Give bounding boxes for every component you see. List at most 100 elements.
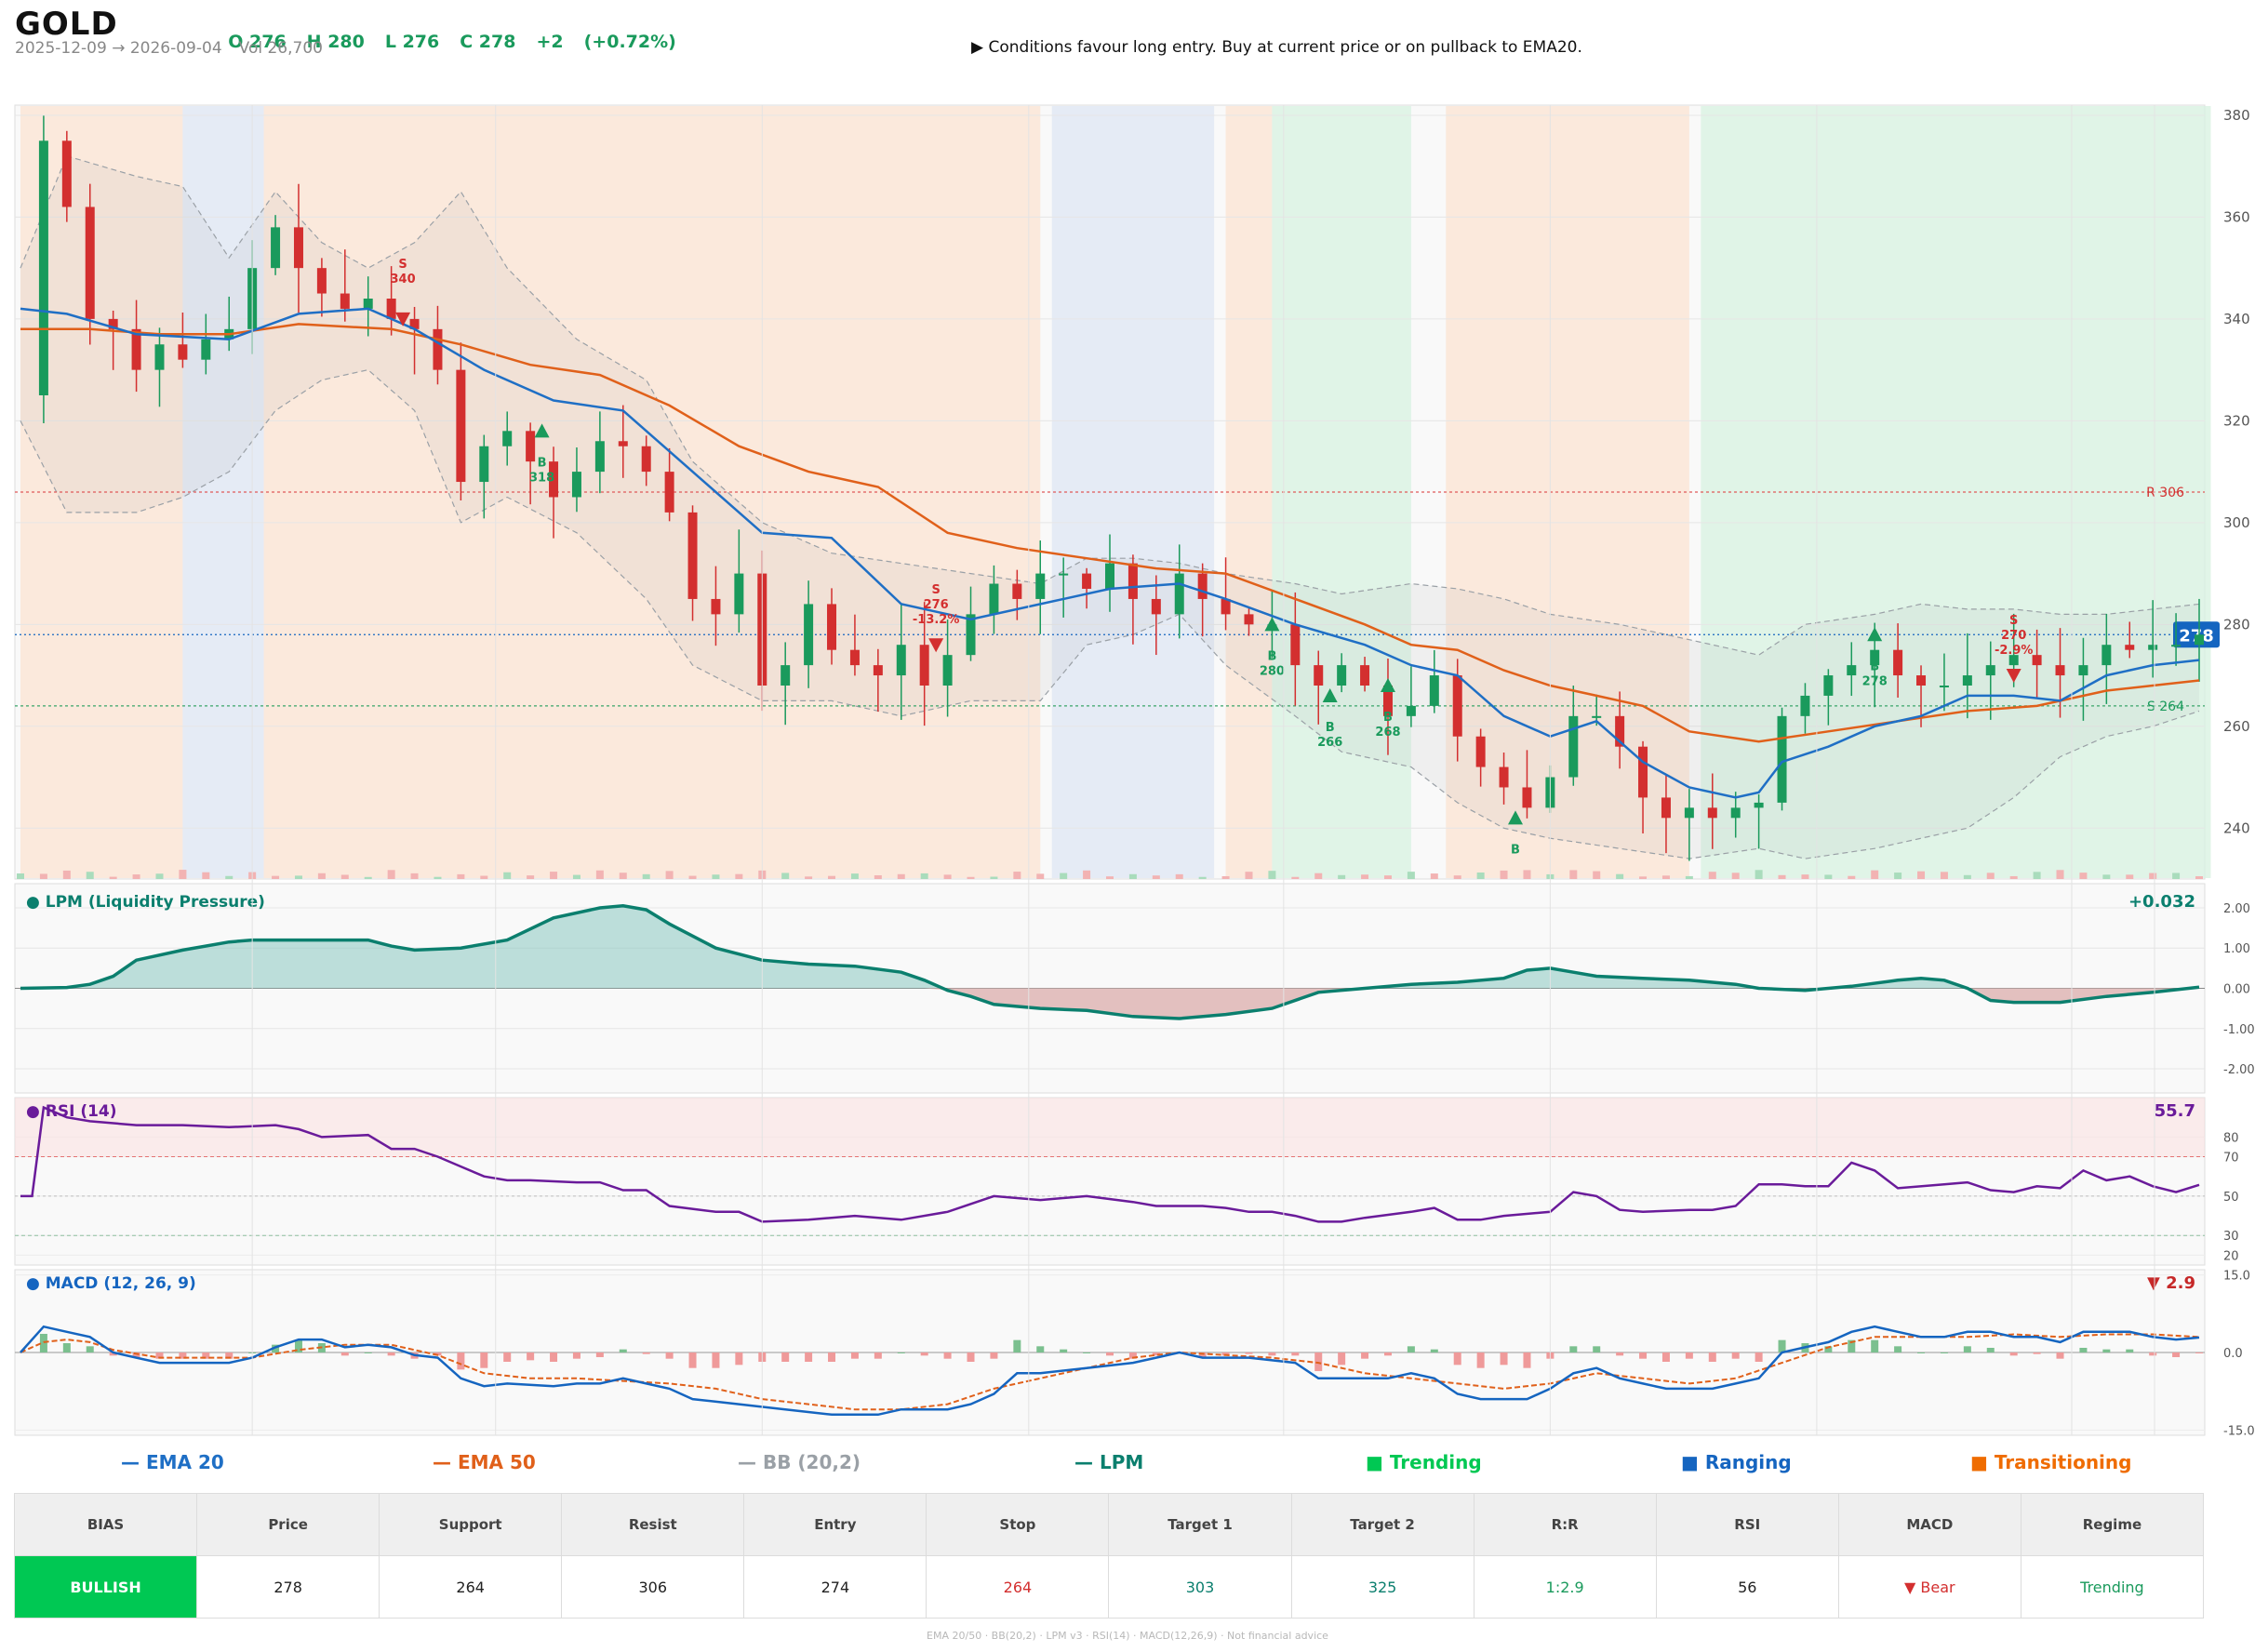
macd-histogram-bar bbox=[179, 1352, 187, 1359]
candle-up bbox=[1939, 686, 1949, 687]
header-price: Price bbox=[196, 1493, 380, 1556]
legend-lpm: — LPM bbox=[1074, 1451, 1144, 1473]
volume-bar bbox=[503, 872, 512, 879]
volume-bar bbox=[1963, 874, 1971, 879]
volume-bar bbox=[179, 870, 187, 879]
volume-bar bbox=[1106, 876, 1114, 879]
volume-bar bbox=[1453, 875, 1461, 879]
macd-histogram-bar bbox=[155, 1352, 164, 1359]
macd-histogram-bar bbox=[1685, 1352, 1693, 1359]
rsi-title: ● RSI (14) bbox=[26, 1102, 117, 1121]
volume-bar bbox=[17, 873, 24, 879]
candle-down bbox=[316, 268, 327, 294]
x-tick-label: May '26 bbox=[1250, 1450, 1316, 1451]
legend-transitioning: ■ Transitioning bbox=[1970, 1451, 2132, 1473]
macd-histogram-bar bbox=[1128, 1352, 1137, 1359]
macd-histogram-bar bbox=[967, 1352, 975, 1363]
legend-bb: — BB (20,2) bbox=[738, 1451, 861, 1473]
marker-label: S bbox=[931, 583, 940, 597]
candle-up bbox=[1823, 675, 1834, 696]
header-support: Support bbox=[379, 1493, 563, 1556]
volume-bar bbox=[225, 875, 234, 879]
candle-down bbox=[664, 472, 674, 513]
volume-bar bbox=[86, 872, 94, 879]
macd-histogram-bar bbox=[1639, 1352, 1648, 1359]
macd-histogram-bar bbox=[457, 1352, 465, 1370]
summary-header-row: BIAS Price Support Resist Entry Stop Tar… bbox=[13, 1493, 2205, 1556]
volume-bar bbox=[1476, 872, 1485, 879]
candle-down bbox=[340, 293, 350, 309]
volume-bar bbox=[272, 875, 280, 879]
price-tick-label: 280 bbox=[2223, 616, 2250, 633]
volume-bar bbox=[2056, 870, 2064, 879]
candle-down bbox=[1151, 598, 1161, 615]
candle-down bbox=[1221, 598, 1231, 615]
macd-histogram-bar bbox=[1755, 1352, 1763, 1363]
macd-histogram-bar bbox=[2195, 1352, 2203, 1353]
volume-bar bbox=[1221, 875, 1230, 879]
legend-trending: ■ Trending bbox=[1366, 1451, 1482, 1473]
macd-histogram-bar bbox=[340, 1352, 349, 1356]
volume-bar bbox=[1661, 875, 1670, 879]
macd-histogram-bar bbox=[1616, 1352, 1624, 1356]
x-tick-label: Mar '26 bbox=[731, 1450, 794, 1451]
macd-histogram-bar bbox=[2056, 1352, 2064, 1359]
volume-bar bbox=[943, 874, 952, 879]
candle-up bbox=[1730, 807, 1741, 819]
candle-up bbox=[781, 665, 791, 686]
macd-histogram-bar bbox=[1198, 1352, 1207, 1358]
value-target1: 303 bbox=[1108, 1555, 1292, 1619]
volume-bar bbox=[781, 873, 790, 879]
rsi-overbought-zone bbox=[15, 1098, 2205, 1157]
macd-histogram-bar bbox=[781, 1352, 790, 1363]
buy-marker bbox=[1867, 627, 1883, 642]
volume-bar bbox=[2033, 872, 2041, 879]
candle-up bbox=[2148, 645, 2158, 650]
volume-bar bbox=[2126, 874, 2134, 879]
macd-histogram-bar bbox=[1917, 1352, 1926, 1353]
candle-up bbox=[942, 655, 953, 686]
ohlc-readout: O 276 H 280 L 276 C 278 +2 (+0.72%) bbox=[216, 11, 697, 52]
macd-histogram-bar bbox=[62, 1342, 71, 1352]
candle-down bbox=[618, 441, 628, 446]
value-price: 278 bbox=[196, 1555, 380, 1619]
candle-up bbox=[2102, 645, 2112, 666]
candle-down bbox=[409, 318, 420, 329]
lpm-tick-label: 1.00 bbox=[2223, 942, 2250, 956]
high-value: H 280 bbox=[306, 32, 365, 52]
candle-up bbox=[1985, 665, 1995, 676]
volume-bar bbox=[317, 873, 326, 879]
macd-histogram-bar bbox=[1361, 1352, 1369, 1359]
marker-label: S bbox=[2009, 614, 2018, 628]
macd-signal-line bbox=[20, 1333, 2200, 1411]
ema50-line bbox=[20, 323, 2200, 743]
macd-histogram-bar bbox=[1824, 1346, 1833, 1352]
volume-bar bbox=[688, 875, 697, 879]
summary-value-row: BULLISH 278 264 306 274 264 303 325 1:2.… bbox=[13, 1555, 2205, 1619]
legend-ema20: — EMA 20 bbox=[121, 1451, 224, 1473]
candle-up bbox=[1059, 573, 1069, 576]
candle-down bbox=[1128, 563, 1138, 599]
close-value: C 278 bbox=[460, 32, 516, 52]
ema20-line bbox=[20, 307, 2200, 799]
macd-histogram-bar bbox=[503, 1352, 512, 1363]
macd-last-value: ▼ 2.9 bbox=[2147, 1273, 2195, 1293]
macd-histogram-bar bbox=[874, 1352, 882, 1359]
footer-note: EMA 20/50 · BB(20,2) · LPM v3 · RSI(14) … bbox=[927, 1630, 1328, 1642]
buy-marker bbox=[1322, 687, 1338, 702]
x-tick-label: Feb '26 bbox=[465, 1450, 526, 1451]
macd-histogram-bar bbox=[1430, 1349, 1438, 1352]
volume-bar bbox=[619, 873, 627, 879]
volume-bar bbox=[1639, 876, 1648, 879]
rsi-tick-label: 50 bbox=[2223, 1191, 2239, 1205]
macd-histogram-bar bbox=[1036, 1346, 1045, 1352]
header-target1: Target 1 bbox=[1108, 1493, 1292, 1556]
macd-histogram-bar bbox=[387, 1352, 395, 1356]
volume-bar bbox=[387, 870, 395, 879]
macd-histogram-bar bbox=[1407, 1346, 1415, 1352]
signal-text: ▶ Conditions favour long entry. Buy at c… bbox=[971, 38, 1582, 57]
candle-down bbox=[85, 206, 95, 319]
candle-down bbox=[1707, 807, 1717, 819]
bollinger-band-fill bbox=[20, 155, 2199, 859]
header-regime: Regime bbox=[2020, 1493, 2205, 1556]
